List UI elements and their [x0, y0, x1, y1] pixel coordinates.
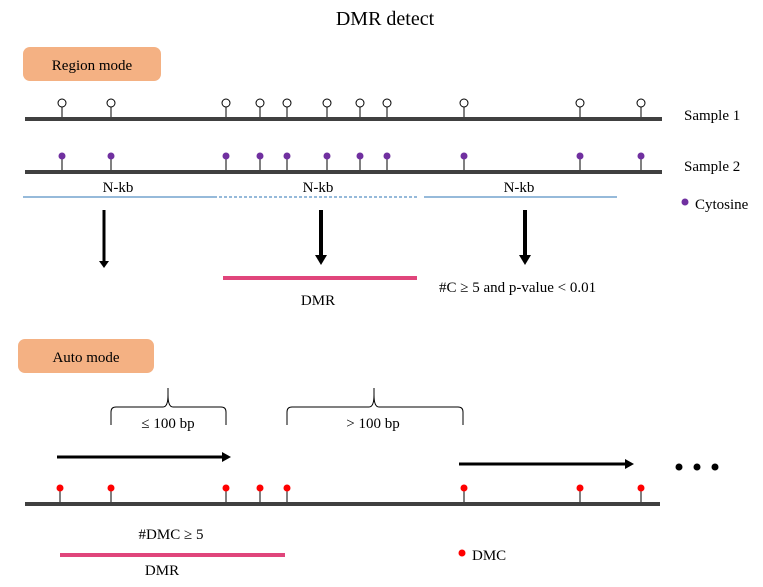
sample1-cytosine-head-10 [636, 98, 646, 108]
sample1-cytosine-head-8 [459, 98, 469, 108]
sample2-cytosine-head-6 [356, 152, 364, 160]
region-mode-box [23, 47, 161, 81]
window-label-1: N-kb [103, 180, 134, 196]
brace-small-gap [110, 388, 227, 425]
gap-small-label: ≤ 100 bp [141, 416, 194, 432]
gap-large-label: > 100 bp [346, 416, 399, 432]
window-label-3: N-kb [504, 180, 535, 196]
sample2-cytosine-head-1 [107, 152, 115, 160]
sample2-cytosine-head-4 [283, 152, 291, 160]
sample2-cytosine-head-9 [576, 152, 584, 160]
sample2-cytosine-head-8 [460, 152, 468, 160]
auto-dmc-head-0 [56, 484, 64, 492]
window-arrowhead-2 [315, 255, 327, 265]
region-criterion: #C ≥ 5 and p-value < 0.01 [439, 280, 596, 296]
ellipsis-dot-1 [675, 463, 683, 471]
auto-dmc-head-3 [256, 484, 264, 492]
sample1-cytosine-head-9 [575, 98, 585, 108]
sample1-cytosine-head-4 [282, 98, 292, 108]
sample1-cytosine-head-5 [322, 98, 332, 108]
auto-dmr-label: DMR [145, 563, 179, 579]
sample2-cytosine-head-5 [323, 152, 331, 160]
auto-dmcs [56, 484, 645, 502]
auto-dmc-head-4 [283, 484, 291, 492]
sample1-cytosine-head-7 [382, 98, 392, 108]
ellipsis-dot-2 [693, 463, 701, 471]
sample1-cytosine-head-3 [255, 98, 265, 108]
cytosine-legend-label: Cytosine [695, 197, 749, 213]
region-mode-label: Region mode [52, 58, 133, 74]
auto-dmc-head-1 [107, 484, 115, 492]
region-dmr-label: DMR [301, 293, 335, 309]
auto-criterion: #DMC ≥ 5 [139, 527, 204, 543]
auto-mode-box [18, 339, 154, 373]
sample1-cytosines [57, 98, 646, 117]
sample2-cytosines [58, 152, 645, 170]
sample1-cytosine-head-0 [57, 98, 67, 108]
brace-large-gap [286, 388, 464, 425]
window-arrowhead-1 [99, 261, 109, 268]
sample2-cytosine-head-0 [58, 152, 66, 160]
auto-mode-label: Auto mode [52, 350, 119, 366]
window-label-2: N-kb [303, 180, 334, 196]
auto-dmc-head-7 [637, 484, 645, 492]
dmc-legend-label: DMC [472, 548, 506, 564]
dmc-legend-dot [458, 549, 466, 557]
sample1-label: Sample 1 [684, 108, 740, 124]
sample2-cytosine-head-2 [222, 152, 230, 160]
sample2-cytosine-head-3 [256, 152, 264, 160]
ellipsis-dot-3 [711, 463, 719, 471]
auto-dmc-head-2 [222, 484, 230, 492]
window-arrowhead-3 [519, 255, 531, 265]
auto-dmc-head-6 [576, 484, 584, 492]
extend-arrowhead-2 [625, 459, 634, 469]
auto-dmc-head-5 [460, 484, 468, 492]
sample1-cytosine-head-2 [221, 98, 231, 108]
diagram-title: DMR detect [336, 8, 435, 30]
sample2-label: Sample 2 [684, 159, 740, 175]
sample2-cytosine-head-10 [637, 152, 645, 160]
sample1-cytosine-head-1 [106, 98, 116, 108]
cytosine-legend-dot [681, 198, 689, 206]
sample1-cytosine-head-6 [355, 98, 365, 108]
extend-arrowhead-1 [222, 452, 231, 462]
sample2-cytosine-head-7 [383, 152, 391, 160]
